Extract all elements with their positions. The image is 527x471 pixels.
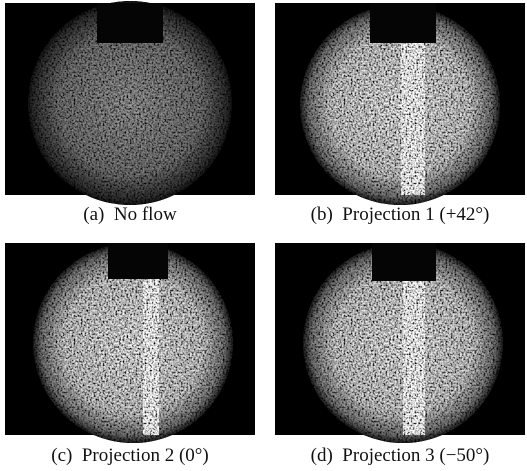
caption: (b) Projection 1 (+42°) bbox=[311, 204, 490, 225]
caption: (d) Projection 3 (−50°) bbox=[311, 445, 490, 466]
panel-image bbox=[5, 1, 255, 205]
figure: (a) No flow (b) Projection 1 (+42°) (c) … bbox=[0, 0, 527, 471]
panel-image bbox=[275, 3, 525, 205]
caption: (a) No flow bbox=[83, 204, 177, 225]
panel-image bbox=[5, 243, 255, 443]
panel-image bbox=[275, 243, 525, 443]
caption: (c) Projection 2 (0°) bbox=[51, 445, 208, 466]
